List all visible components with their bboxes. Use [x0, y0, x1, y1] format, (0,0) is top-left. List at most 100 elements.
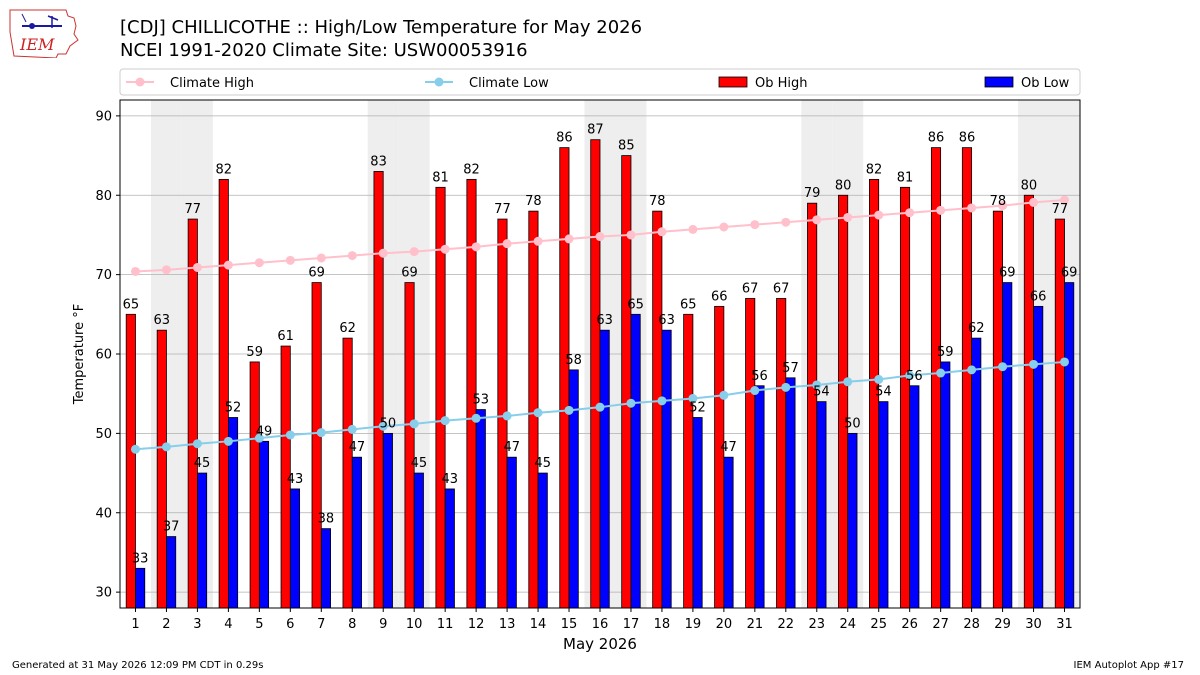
- ob-low-bar: [785, 377, 796, 609]
- x-tick-label: 12: [468, 617, 485, 632]
- ob-low-value-label: 58: [565, 353, 582, 368]
- ob-low-bar: [630, 313, 641, 609]
- ob-low-bar: [135, 567, 146, 609]
- climate-low-point: [905, 370, 915, 380]
- ob-low-bar: [754, 385, 765, 609]
- x-tick-label: 30: [1025, 617, 1042, 632]
- ob-low-bar: [568, 369, 579, 609]
- x-tick-label: 10: [406, 617, 423, 632]
- x-tick-label: 9: [379, 617, 387, 632]
- y-tick-label: 70: [95, 268, 112, 283]
- legend-swatch: [984, 76, 1014, 88]
- ob-low-bar: [227, 417, 239, 609]
- ob-high-bar: [559, 147, 570, 609]
- x-tick-label: 17: [623, 617, 640, 632]
- legend-label: Ob Low: [1021, 76, 1070, 91]
- ob-low-bar: [971, 337, 982, 609]
- ob-low-bar: [692, 417, 703, 609]
- climate-high-point: [471, 242, 481, 252]
- ob-high-bar: [590, 139, 601, 609]
- x-tick-label: 16: [592, 617, 609, 632]
- climate-high-point: [409, 247, 419, 257]
- ob-low-value-label: 47: [349, 440, 366, 455]
- ob-high-value-label: 86: [928, 131, 945, 146]
- climate-low-point: [750, 386, 760, 396]
- climate-low-point: [812, 380, 822, 390]
- climate-low-point: [657, 396, 667, 406]
- ob-low-value-label: 47: [720, 440, 737, 455]
- ob-low-bar: [413, 472, 424, 609]
- ob-high-bar: [961, 147, 973, 609]
- ob-low-value-label: 47: [503, 440, 520, 455]
- climate-low-point: [998, 362, 1008, 372]
- x-tick-label: 13: [499, 617, 516, 632]
- legend-box: [119, 68, 1081, 96]
- climate-high-point: [316, 253, 326, 263]
- climate-high-point: [378, 248, 388, 258]
- logo-text: IEM: [19, 35, 55, 54]
- x-axis-label: May 2026: [563, 635, 637, 653]
- climate-low-point: [564, 405, 574, 415]
- ob-low-value-label: 65: [627, 297, 644, 312]
- ob-high-bar: [745, 298, 756, 609]
- ob-high-bar: [249, 361, 260, 609]
- climate-high-point: [1029, 197, 1039, 207]
- x-tick-label: 22: [778, 617, 795, 632]
- climate-high-point: [347, 251, 357, 261]
- climate-high-point: [998, 201, 1008, 211]
- ob-high-value-label: 77: [185, 202, 202, 217]
- y-tick-label: 60: [95, 348, 112, 363]
- y-tick-label: 50: [95, 427, 112, 442]
- climate-low-point: [409, 419, 419, 429]
- legend-label: Ob High: [755, 76, 808, 91]
- ob-low-value-label: 69: [1061, 266, 1078, 281]
- x-tick-label: 6: [286, 617, 294, 632]
- legend-marker: [434, 77, 444, 87]
- ob-low-value-label: 45: [194, 456, 211, 471]
- climate-low-point: [347, 424, 357, 434]
- ob-low-value-label: 37: [163, 520, 180, 535]
- legend-swatch: [718, 76, 748, 88]
- ob-high-value-label: 66: [711, 289, 728, 304]
- ob-high-value-label: 69: [308, 266, 325, 281]
- climate-low-point: [533, 408, 543, 418]
- ob-low-value-label: 49: [256, 424, 273, 439]
- climate-low-point: [502, 411, 512, 421]
- ob-high-bar: [311, 282, 322, 609]
- ob-low-value-label: 56: [906, 369, 923, 384]
- ob-low-bar: [909, 385, 920, 609]
- ob-low-value-label: 38: [318, 512, 335, 527]
- x-tick-label: 29: [994, 617, 1011, 632]
- ob-high-value-label: 82: [866, 162, 883, 177]
- ob-low-value-label: 63: [596, 313, 613, 328]
- ob-high-value-label: 82: [463, 162, 480, 177]
- climate-low-point: [192, 439, 202, 449]
- generated-note: Generated at 31 May 2026 12:09 PM CDT in…: [12, 660, 264, 671]
- climate-high-point: [254, 258, 264, 268]
- ob-high-value-label: 77: [1052, 202, 1069, 217]
- ob-high-bar: [218, 178, 229, 609]
- ob-high-value-label: 62: [339, 321, 356, 336]
- climate-high-point: [688, 224, 698, 234]
- ob-high-bar: [373, 171, 384, 609]
- x-tick-label: 1: [131, 617, 139, 632]
- ob-low-bar: [289, 488, 301, 609]
- ob-high-bar: [838, 194, 849, 609]
- climate-high-point: [564, 234, 574, 244]
- climate-high-point: [502, 239, 512, 249]
- ob-low-bar: [320, 528, 331, 609]
- climate-low-point: [471, 413, 481, 423]
- ob-low-bar: [661, 329, 672, 609]
- climate-low-point: [719, 390, 729, 400]
- ob-high-value-label: 67: [742, 281, 759, 296]
- climate-high-point: [936, 205, 946, 215]
- ob-high-value-label: 69: [401, 266, 418, 281]
- ob-low-value-label: 59: [937, 345, 954, 360]
- climate-high-point: [874, 210, 884, 220]
- ob-low-value-label: 33: [132, 551, 149, 566]
- ob-low-bar: [382, 432, 393, 609]
- y-tick-label: 90: [95, 109, 112, 124]
- x-tick-label: 7: [317, 617, 325, 632]
- climate-low-point: [440, 416, 450, 426]
- x-tick-label: 4: [224, 617, 232, 632]
